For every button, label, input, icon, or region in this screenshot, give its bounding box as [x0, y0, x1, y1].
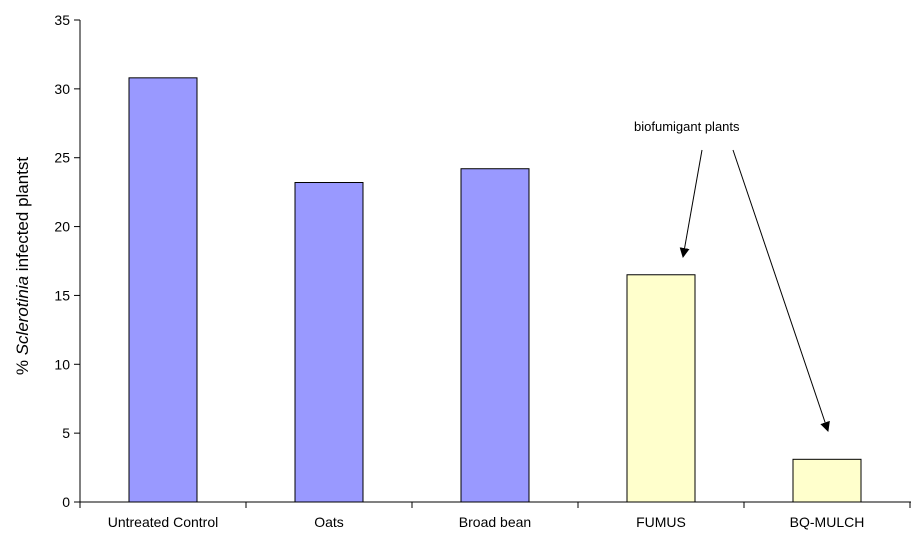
- y-tick-label: 30: [54, 81, 70, 97]
- bars: [128, 77, 862, 503]
- x-axis-ticks: [79, 502, 911, 508]
- y-tick-label: 25: [54, 150, 70, 166]
- x-tick-label: FUMUS: [636, 514, 686, 530]
- y-tick-label: 5: [62, 425, 70, 441]
- y-tick-label: 15: [54, 287, 70, 303]
- x-tick-label: Oats: [314, 514, 344, 530]
- x-tick-label: Untreated Control: [108, 514, 219, 530]
- bar: [460, 168, 530, 503]
- bar: [294, 182, 364, 503]
- y-tick-label: 35: [54, 12, 70, 28]
- y-axis-label: % Sclerotinia infected plantst: [13, 157, 32, 376]
- annotation-arrow-bqmulch: [732, 149, 830, 432]
- x-tick-label: BQ-MULCH: [790, 514, 865, 530]
- x-axis-labels: Untreated Control Oats Broad bean FUMUS BQ-M…: [108, 514, 865, 530]
- y-axis-ticks: 0 5 10 15 20 25 30 35: [54, 12, 80, 510]
- bar: [626, 274, 696, 503]
- y-tick-label: 0: [62, 494, 70, 510]
- annotation-label: biofumigant plants: [634, 119, 740, 134]
- bar: [792, 458, 862, 503]
- bar: [128, 77, 198, 503]
- y-tick-label: 20: [54, 219, 70, 235]
- annotation: biofumigant plants: [634, 119, 830, 432]
- annotation-arrow-fumus: [679, 149, 703, 258]
- y-tick-label: 10: [54, 356, 70, 372]
- x-tick-label: Broad bean: [459, 514, 531, 530]
